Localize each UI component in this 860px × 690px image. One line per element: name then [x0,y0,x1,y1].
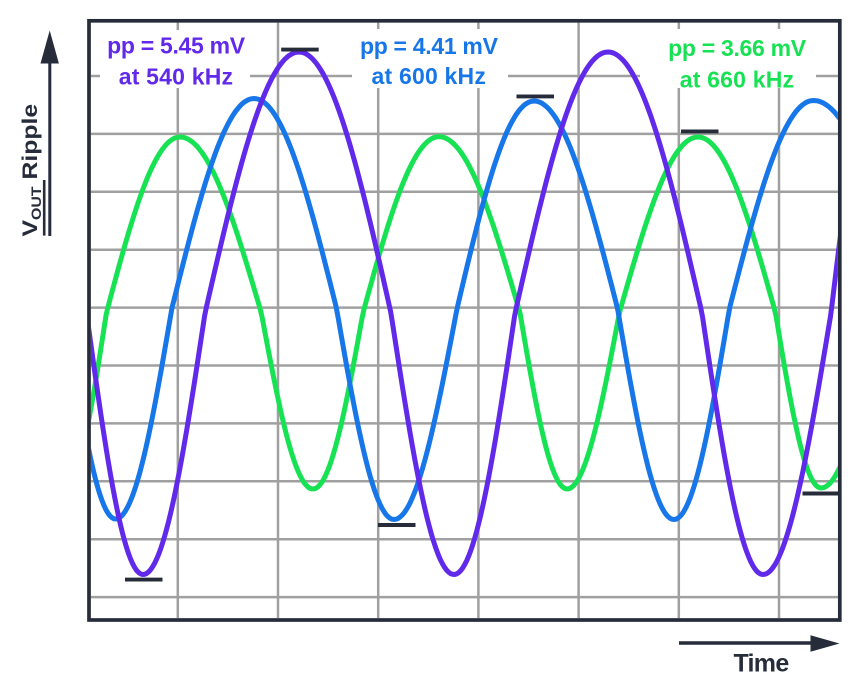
svg-text:Time: Time [733,650,789,678]
svg-text:at 540 kHz: at 540 kHz [119,64,234,90]
svg-text:at 600 kHz: at 600 kHz [372,63,487,89]
svg-text:at 660 kHz: at 660 kHz [680,66,795,92]
svg-text:pp = 5.45 mV: pp = 5.45 mV [107,32,246,58]
svg-text:pp = 4.41 mV: pp = 4.41 mV [360,33,499,59]
svg-text:pp = 3.66 mV: pp = 3.66 mV [668,35,807,61]
